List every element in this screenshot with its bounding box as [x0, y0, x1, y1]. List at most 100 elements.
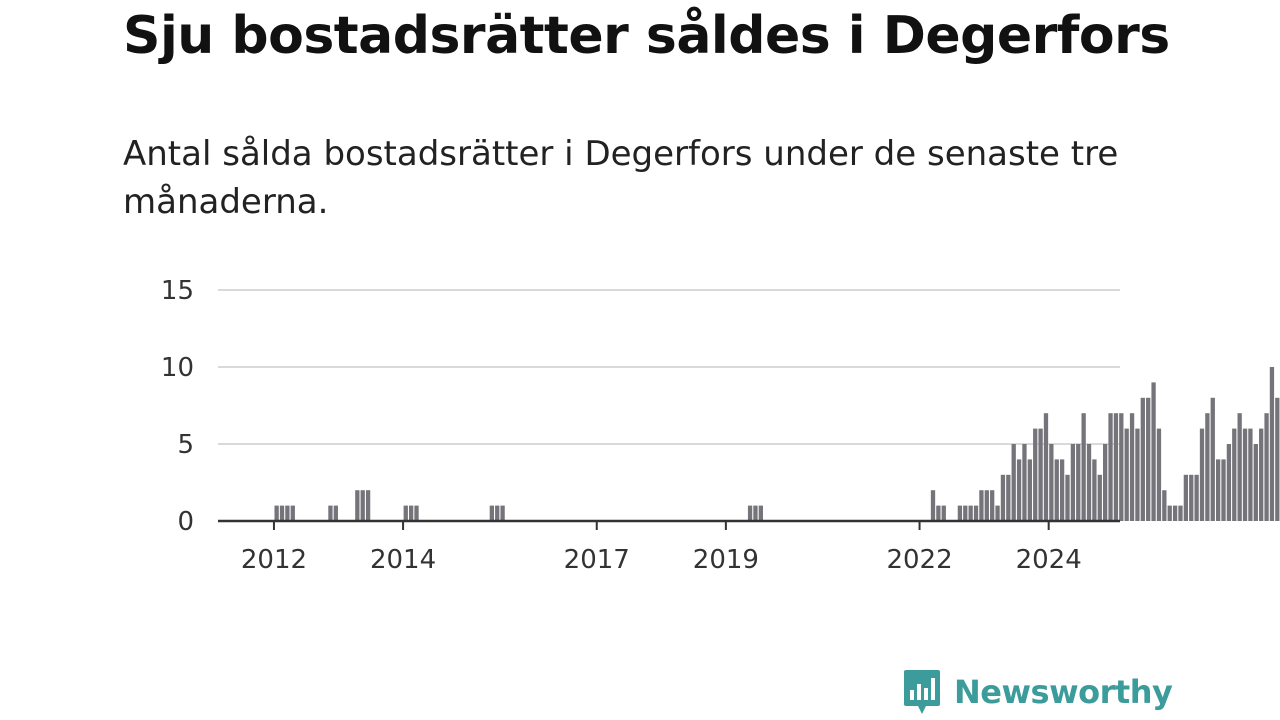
bar: [1043, 413, 1049, 521]
bar: [1194, 474, 1199, 521]
bar: [328, 505, 333, 521]
bar: [1059, 459, 1065, 521]
bar: [1092, 459, 1097, 521]
bar: [1259, 428, 1264, 521]
x-tick-label: 2014: [370, 545, 436, 575]
newsworthy-logo-icon: [904, 670, 940, 714]
bar: [1103, 444, 1108, 521]
x-tick-label: 2024: [1016, 545, 1082, 575]
bar: [941, 505, 946, 521]
bar: [1022, 444, 1027, 521]
bar: [1054, 459, 1059, 521]
bar: [414, 505, 419, 521]
bar: [936, 505, 941, 521]
bar: [355, 490, 360, 521]
bar: [1113, 413, 1119, 521]
bar: [930, 490, 936, 521]
bar: [1097, 474, 1102, 521]
bar: [408, 505, 414, 521]
bar: [1167, 505, 1172, 521]
page-title: Sju bostadsrätter såldes i Degerfors: [123, 6, 1170, 66]
bar: [1076, 444, 1081, 521]
bar: [1081, 413, 1086, 521]
bar: [1027, 459, 1032, 521]
bar: [957, 505, 963, 521]
bar: [1264, 413, 1269, 521]
bar: [1006, 474, 1011, 521]
bar: [1000, 474, 1006, 521]
bar: [1248, 428, 1253, 521]
bar: [1215, 459, 1221, 521]
x-tick-label: 2019: [693, 545, 759, 575]
bar: [973, 505, 979, 521]
bar: [1253, 444, 1258, 521]
bar: [333, 505, 338, 521]
bar: [1033, 428, 1038, 521]
bar: [1205, 413, 1210, 521]
y-tick-label: 10: [161, 353, 194, 383]
x-tick-label: 2017: [564, 545, 630, 575]
bar: [1124, 428, 1129, 521]
bar: [1178, 505, 1183, 521]
bars: [274, 367, 1280, 521]
bar: [1183, 474, 1189, 521]
bar: [758, 505, 763, 521]
bar: [1162, 490, 1167, 521]
bar: [1086, 444, 1092, 521]
bar: [979, 490, 984, 521]
bar: [1237, 413, 1242, 521]
bar: [500, 505, 505, 521]
bar: [1135, 428, 1140, 521]
bar: [968, 505, 973, 521]
bar: [1189, 474, 1194, 521]
bar: [1140, 397, 1145, 521]
brand-name: Newsworthy: [954, 673, 1173, 711]
bar: [995, 505, 1000, 521]
bar: [403, 505, 408, 521]
x-tick-label: 2012: [241, 545, 307, 575]
bar: [1275, 397, 1280, 521]
bar: [1232, 428, 1237, 521]
grid-lines: [218, 289, 1120, 445]
bar: [1119, 413, 1124, 521]
bar: [285, 505, 290, 521]
bar: [274, 505, 279, 521]
bar: [279, 505, 285, 521]
x-axis-ticks: 2012 2014 2017 2019 2022 2024: [241, 521, 1082, 575]
bar: [963, 505, 968, 521]
bar: [1065, 474, 1070, 521]
bar: [365, 490, 371, 521]
bar: [495, 505, 500, 521]
bar: [1242, 428, 1248, 521]
bar: [1226, 444, 1232, 521]
bar: [1108, 413, 1113, 521]
bar: [360, 490, 365, 521]
y-axis-ticks: 0 5 10 15: [161, 276, 194, 537]
bar: [990, 490, 995, 521]
bar: [984, 490, 989, 521]
bar: [1070, 444, 1076, 521]
bar: [1016, 459, 1022, 521]
bar: [1269, 367, 1275, 521]
bar: [1151, 382, 1156, 521]
x-tick-label: 2022: [886, 545, 952, 575]
bar: [1146, 397, 1151, 521]
bar: [489, 505, 494, 521]
bar: [1011, 444, 1016, 521]
bar: [1129, 413, 1135, 521]
bar: [1221, 459, 1226, 521]
bar: [747, 505, 753, 521]
bar: [1049, 444, 1054, 521]
bar: [1038, 428, 1043, 521]
bar: [1210, 397, 1215, 521]
y-tick-label: 5: [177, 430, 194, 460]
page-subtitle: Antal sålda bostadsrätter i Degerfors un…: [123, 134, 1119, 222]
y-tick-label: 15: [161, 276, 194, 306]
bar: [753, 505, 758, 521]
bar: [1156, 428, 1162, 521]
y-tick-label: 0: [177, 507, 194, 537]
bar: [290, 505, 295, 521]
bar: [1172, 505, 1178, 521]
bar: [1199, 428, 1205, 521]
